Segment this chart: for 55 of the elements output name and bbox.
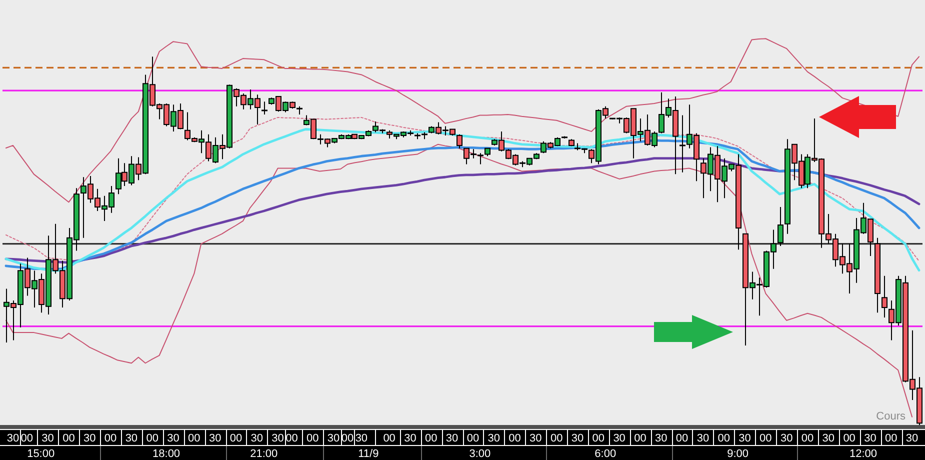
x-tick-label: 30 [571,432,584,445]
x-tick-label: 30 [864,432,876,445]
x-tick-label: 00 [634,432,646,445]
x-tick-label: 30 [906,432,918,445]
x-tick-label: 00 [425,432,438,445]
x-tick-label: 00 [188,432,200,445]
x-tick-label: 00 [146,432,158,445]
x-tick-label: 30 [446,432,458,445]
x-tick-label: 21:00 [250,448,278,460]
x-tick-label: 30 [613,432,626,445]
x-tick-label: 00 [466,432,480,445]
x-tick-label: 30 [42,432,54,445]
x-tick-label: 00 [885,432,898,445]
x-tick-label: 30 [696,432,710,445]
x-tick-label: 00 [104,432,117,445]
x-tick-label: 30 [355,432,368,445]
x-tick-label: 00 [843,432,856,445]
x-tick-label: 30 [530,432,542,445]
x-tick-label: 3:00 [469,448,491,460]
candlestick [262,101,268,116]
x-tick-label: 30 [738,432,751,445]
x-tick-label: 30 [250,432,264,445]
x-tick-label: 30 [272,432,284,445]
x-tick-label: 30 [327,432,340,445]
x-tick-label: 30 [655,432,668,445]
x-tick-label: 30 [125,432,138,445]
x-tick-label: 00 [306,432,319,445]
x-tick-label: 9:00 [727,448,749,460]
x-tick-label: 30 [167,432,180,445]
x-tick-label: 30 [84,432,96,445]
x-tick-label: 00 [62,432,75,445]
x-tick-label: 00 [341,432,354,445]
x-tick-label: 30 [488,432,500,445]
x-tick-label: 00 [592,432,605,445]
x-tick-label: 00 [801,432,814,445]
x-tick-label: 00 [718,432,730,445]
x-tick-label: 00 [20,432,34,445]
x-tick-label: 00 [550,432,563,445]
x-tick-label: 30 [822,432,835,445]
x-tick-label: 30 [208,432,222,445]
annotation: Cours [876,410,906,423]
x-tick-label: 00 [383,432,396,445]
x-tick-label: 15:00 [27,448,55,460]
x-tick-label: 18:00 [152,448,180,460]
x-tick-label: 30 [6,432,20,445]
x-tick-label: 30 [780,432,793,445]
x-tick-label: 30 [404,432,416,445]
x-tick-label: 00 [760,432,772,445]
x-tick-label: 11/9 [358,448,379,460]
x-tick-label: 00 [230,432,242,445]
x-tick-label: 00 [508,432,521,445]
x-tick-label: 12:00 [849,448,878,460]
x-tick-label: 00 [676,432,688,445]
x-tick-label: 00 [286,432,298,445]
x-tick-label: 6:00 [594,448,616,460]
